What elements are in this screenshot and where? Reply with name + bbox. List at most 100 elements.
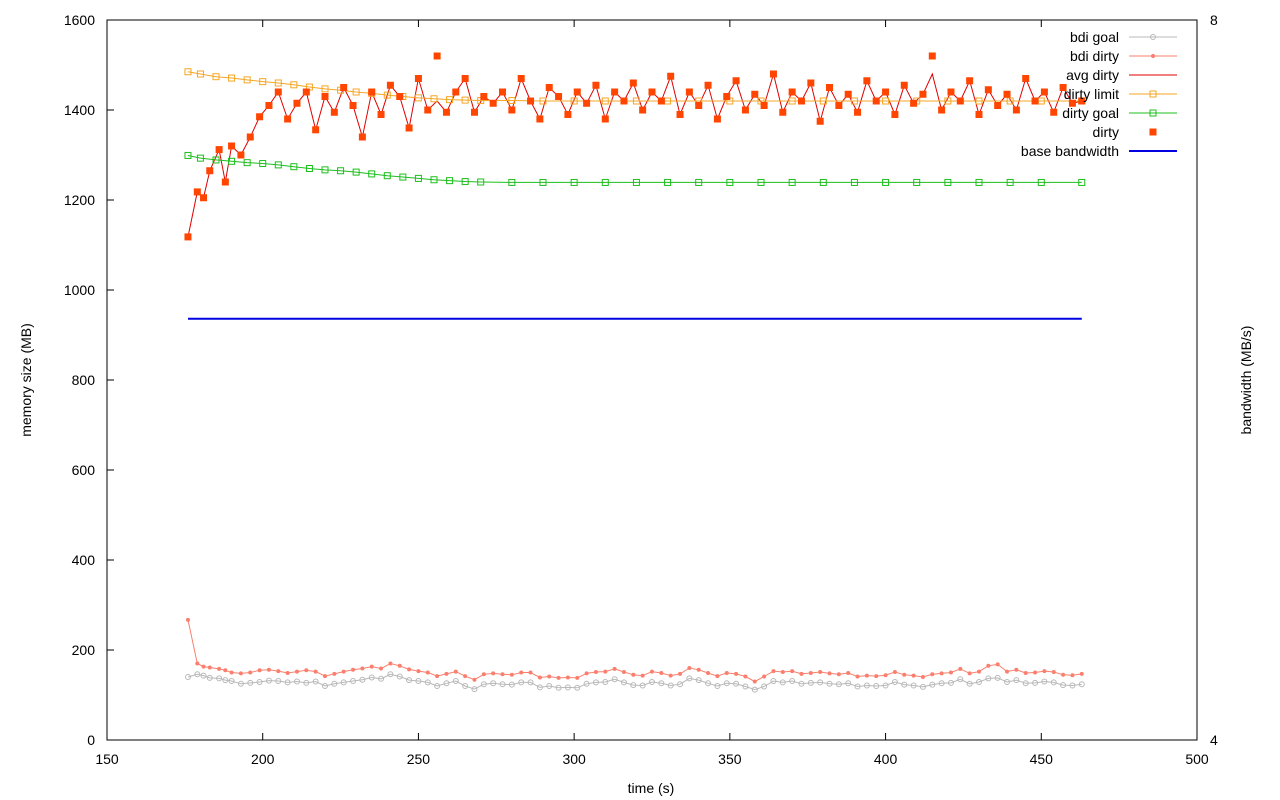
data-point [583, 680, 590, 687]
data-point [947, 88, 955, 96]
data-point [985, 675, 992, 682]
data-point [545, 84, 553, 91]
data-point [705, 680, 712, 687]
data-point [452, 88, 460, 96]
data-point [536, 115, 544, 123]
data-point [1022, 75, 1030, 82]
data-point [724, 670, 729, 675]
data-point [383, 172, 391, 180]
data-point [246, 133, 254, 141]
data-point [228, 142, 236, 150]
data-point [676, 111, 684, 118]
data-point [368, 88, 376, 96]
data-point [900, 81, 908, 89]
data-point [1050, 679, 1057, 686]
data-point [331, 680, 338, 687]
data-point [1004, 678, 1011, 685]
data-point [1006, 178, 1014, 186]
data-point [360, 666, 365, 671]
data-point [237, 680, 244, 687]
data-point [790, 669, 795, 674]
data-point [779, 679, 786, 686]
data-point [1050, 108, 1058, 116]
data-point [874, 674, 879, 679]
data-point [913, 178, 921, 186]
data-point [196, 70, 204, 78]
data-point [274, 79, 282, 87]
data-point [695, 677, 702, 684]
data-point [340, 679, 347, 686]
data-point [1012, 106, 1020, 114]
data-point [1023, 670, 1028, 675]
data-point [351, 667, 356, 672]
data-point [435, 674, 440, 679]
x-tick-label: 400 [874, 751, 898, 767]
data-point [939, 671, 944, 676]
data-point [770, 678, 777, 685]
data-point [797, 97, 805, 105]
data-point [321, 166, 329, 174]
data-point [958, 666, 963, 671]
y-tick-label: 1200 [64, 192, 95, 208]
data-point [975, 97, 983, 105]
data-point [415, 678, 422, 685]
data-point [882, 97, 890, 105]
data-point [248, 670, 253, 675]
legend-label: avg dirty [1066, 67, 1119, 83]
data-point [293, 678, 300, 685]
data-point [1068, 99, 1076, 107]
data-point [678, 671, 683, 676]
data-point [539, 97, 547, 105]
data-point [883, 673, 888, 678]
data-point [508, 106, 516, 114]
data-point [491, 671, 496, 676]
data-point [751, 686, 758, 693]
x-tick-label: 350 [718, 751, 742, 767]
y-tick-label: 200 [72, 642, 96, 658]
data-point [386, 81, 394, 89]
data-point [452, 678, 459, 685]
data-point [446, 177, 454, 185]
data-point [397, 663, 402, 668]
data-point [1078, 681, 1085, 688]
data-point [850, 97, 858, 105]
data-point [706, 670, 711, 675]
data-point [919, 90, 927, 98]
data-point [480, 681, 487, 688]
data-point [321, 93, 329, 100]
data-point [817, 679, 824, 686]
data-point [863, 682, 870, 689]
data-point [757, 178, 765, 186]
data-point [499, 88, 507, 96]
data-point [243, 76, 251, 84]
data-point [686, 675, 693, 682]
data-point [882, 682, 889, 689]
data-point [461, 178, 469, 186]
data-point [761, 683, 768, 690]
data-point [892, 670, 897, 675]
data-point [341, 669, 346, 674]
data-point [658, 680, 665, 687]
data-point [1005, 669, 1010, 674]
data-point [399, 173, 407, 181]
data-point [433, 52, 441, 60]
data-point [259, 160, 267, 168]
data-point [752, 679, 757, 684]
data-point [966, 680, 973, 687]
data-point [446, 96, 454, 104]
data-point [855, 674, 860, 679]
data-point [322, 683, 328, 689]
data-point [657, 97, 665, 105]
data-point [762, 674, 767, 679]
data-point [788, 88, 796, 96]
data-point [995, 662, 1000, 667]
data-point [1042, 669, 1047, 674]
data-point [1070, 673, 1075, 678]
data-point [206, 674, 213, 681]
data-point [500, 672, 505, 677]
data-point [667, 682, 674, 689]
data-point [864, 673, 869, 678]
data-point [1003, 90, 1011, 98]
data-point [215, 146, 223, 154]
data-point [290, 163, 298, 171]
